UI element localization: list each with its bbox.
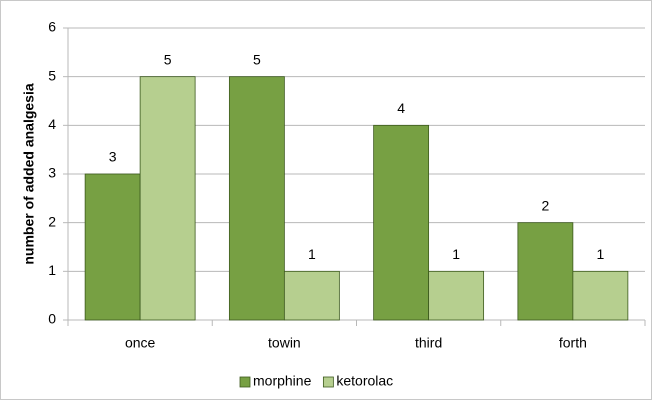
y-axis-label: number of added analgesia: [21, 83, 37, 264]
bar: [139, 76, 196, 321]
legend-swatch: [239, 376, 251, 388]
bar: [428, 270, 485, 321]
x-tick-label: towin: [268, 335, 301, 351]
y-tick-label: 6: [48, 19, 56, 35]
y-tick-label: 0: [48, 311, 56, 327]
x-tick-label: forth: [559, 335, 587, 351]
data-label: 5: [164, 51, 172, 67]
bar: [283, 270, 340, 321]
x-tick-label: once: [125, 335, 156, 351]
data-label: 1: [596, 246, 604, 262]
bar: [228, 76, 285, 321]
y-tick-label: 2: [48, 213, 56, 229]
y-tick-label: 5: [48, 67, 56, 83]
data-label: 1: [308, 246, 316, 262]
bar: [84, 173, 141, 321]
data-label: 3: [109, 149, 117, 165]
legend-label: ketorolac: [336, 373, 393, 389]
bar: [572, 270, 629, 321]
bar: [517, 222, 574, 321]
data-label: 2: [541, 197, 549, 213]
data-label: 5: [253, 51, 261, 67]
y-tick-label: 3: [48, 165, 56, 181]
y-tick-label: 4: [48, 116, 56, 132]
data-label: 4: [397, 100, 405, 116]
legend-label: morphine: [253, 373, 312, 389]
y-tick-label: 1: [48, 262, 56, 278]
data-label: 1: [452, 246, 460, 262]
bar: [373, 124, 430, 321]
legend-swatch: [322, 376, 334, 388]
x-tick-label: third: [415, 335, 442, 351]
